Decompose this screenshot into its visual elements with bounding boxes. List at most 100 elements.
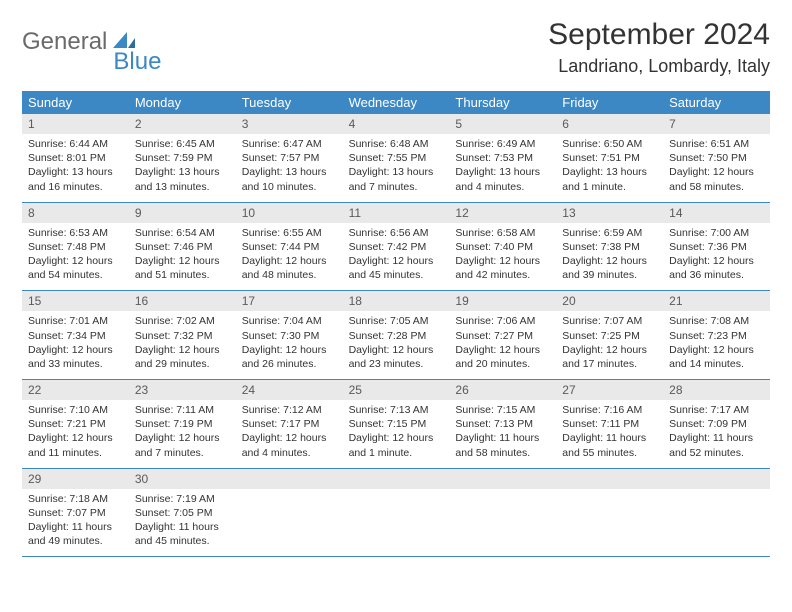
day-details: Sunrise: 7:11 AMSunset: 7:19 PMDaylight:… — [129, 400, 236, 468]
calendar-week: 8Sunrise: 6:53 AMSunset: 7:48 PMDaylight… — [22, 203, 770, 292]
daylight-text: and 20 minutes. — [455, 357, 550, 371]
daylight-text: and 36 minutes. — [669, 268, 764, 282]
day-number — [663, 469, 770, 489]
sunrise-text: Sunrise: 7:00 AM — [669, 226, 764, 240]
day-number: 25 — [343, 380, 450, 400]
calendar-cell: 9Sunrise: 6:54 AMSunset: 7:46 PMDaylight… — [129, 203, 236, 291]
daylight-text: Daylight: 13 hours — [455, 165, 550, 179]
calendar-cell: 8Sunrise: 6:53 AMSunset: 7:48 PMDaylight… — [22, 203, 129, 291]
calendar-cell: 21Sunrise: 7:08 AMSunset: 7:23 PMDayligh… — [663, 291, 770, 379]
calendar-cell: 24Sunrise: 7:12 AMSunset: 7:17 PMDayligh… — [236, 380, 343, 468]
day-details: Sunrise: 7:17 AMSunset: 7:09 PMDaylight:… — [663, 400, 770, 468]
sunset-text: Sunset: 8:01 PM — [28, 151, 123, 165]
day-number: 2 — [129, 114, 236, 134]
sunrise-text: Sunrise: 7:15 AM — [455, 403, 550, 417]
calendar-cell: 25Sunrise: 7:13 AMSunset: 7:15 PMDayligh… — [343, 380, 450, 468]
sunset-text: Sunset: 7:46 PM — [135, 240, 230, 254]
sunrise-text: Sunrise: 7:02 AM — [135, 314, 230, 328]
calendar-cell — [343, 469, 450, 557]
calendar-cell: 7Sunrise: 6:51 AMSunset: 7:50 PMDaylight… — [663, 114, 770, 202]
daylight-text: Daylight: 12 hours — [135, 343, 230, 357]
day-details: Sunrise: 6:48 AMSunset: 7:55 PMDaylight:… — [343, 134, 450, 202]
daylight-text: and 13 minutes. — [135, 180, 230, 194]
day-details: Sunrise: 7:07 AMSunset: 7:25 PMDaylight:… — [556, 311, 663, 379]
day-details: Sunrise: 6:54 AMSunset: 7:46 PMDaylight:… — [129, 223, 236, 291]
sunset-text: Sunset: 7:27 PM — [455, 329, 550, 343]
daylight-text: and 16 minutes. — [28, 180, 123, 194]
calendar-cell: 26Sunrise: 7:15 AMSunset: 7:13 PMDayligh… — [449, 380, 556, 468]
day-header: Monday — [129, 91, 236, 114]
daylight-text: and 7 minutes. — [349, 180, 444, 194]
sunset-text: Sunset: 7:05 PM — [135, 506, 230, 520]
daylight-text: and 54 minutes. — [28, 268, 123, 282]
daylight-text: and 4 minutes. — [455, 180, 550, 194]
calendar-cell: 22Sunrise: 7:10 AMSunset: 7:21 PMDayligh… — [22, 380, 129, 468]
daylight-text: and 58 minutes. — [669, 180, 764, 194]
header: General Blue September 2024 Landriano, L… — [22, 18, 770, 77]
day-number — [449, 469, 556, 489]
daylight-text: and 17 minutes. — [562, 357, 657, 371]
daylight-text: and 7 minutes. — [135, 446, 230, 460]
day-details: Sunrise: 7:16 AMSunset: 7:11 PMDaylight:… — [556, 400, 663, 468]
daylight-text: Daylight: 12 hours — [349, 343, 444, 357]
calendar-cell — [236, 469, 343, 557]
calendar-cell: 3Sunrise: 6:47 AMSunset: 7:57 PMDaylight… — [236, 114, 343, 202]
day-details: Sunrise: 7:12 AMSunset: 7:17 PMDaylight:… — [236, 400, 343, 468]
day-details: Sunrise: 7:15 AMSunset: 7:13 PMDaylight:… — [449, 400, 556, 468]
sunset-text: Sunset: 7:07 PM — [28, 506, 123, 520]
calendar-cell: 29Sunrise: 7:18 AMSunset: 7:07 PMDayligh… — [22, 469, 129, 557]
day-details: Sunrise: 7:18 AMSunset: 7:07 PMDaylight:… — [22, 489, 129, 557]
daylight-text: Daylight: 12 hours — [349, 254, 444, 268]
daylight-text: and 45 minutes. — [349, 268, 444, 282]
daylight-text: Daylight: 12 hours — [455, 343, 550, 357]
daylight-text: and 48 minutes. — [242, 268, 337, 282]
day-details: Sunrise: 6:45 AMSunset: 7:59 PMDaylight:… — [129, 134, 236, 202]
sunrise-text: Sunrise: 6:44 AM — [28, 137, 123, 151]
daylight-text: Daylight: 12 hours — [562, 254, 657, 268]
sunset-text: Sunset: 7:48 PM — [28, 240, 123, 254]
sunrise-text: Sunrise: 7:04 AM — [242, 314, 337, 328]
logo-text-general: General — [22, 28, 107, 56]
daylight-text: Daylight: 12 hours — [135, 254, 230, 268]
day-number: 28 — [663, 380, 770, 400]
day-details: Sunrise: 6:55 AMSunset: 7:44 PMDaylight:… — [236, 223, 343, 291]
day-details: Sunrise: 6:47 AMSunset: 7:57 PMDaylight:… — [236, 134, 343, 202]
day-number: 13 — [556, 203, 663, 223]
sunset-text: Sunset: 7:13 PM — [455, 417, 550, 431]
daylight-text: Daylight: 13 hours — [28, 165, 123, 179]
day-header: Sunday — [22, 91, 129, 114]
sunset-text: Sunset: 7:42 PM — [349, 240, 444, 254]
day-number: 8 — [22, 203, 129, 223]
day-number: 22 — [22, 380, 129, 400]
daylight-text: Daylight: 13 hours — [562, 165, 657, 179]
sunrise-text: Sunrise: 6:55 AM — [242, 226, 337, 240]
sunset-text: Sunset: 7:59 PM — [135, 151, 230, 165]
calendar-cell: 5Sunrise: 6:49 AMSunset: 7:53 PMDaylight… — [449, 114, 556, 202]
calendar-cell — [556, 469, 663, 557]
sunrise-text: Sunrise: 7:19 AM — [135, 492, 230, 506]
day-details: Sunrise: 6:49 AMSunset: 7:53 PMDaylight:… — [449, 134, 556, 202]
calendar-cell: 2Sunrise: 6:45 AMSunset: 7:59 PMDaylight… — [129, 114, 236, 202]
daylight-text: and 49 minutes. — [28, 534, 123, 548]
calendar-cell: 10Sunrise: 6:55 AMSunset: 7:44 PMDayligh… — [236, 203, 343, 291]
sunset-text: Sunset: 7:50 PM — [669, 151, 764, 165]
day-details: Sunrise: 7:10 AMSunset: 7:21 PMDaylight:… — [22, 400, 129, 468]
day-details: Sunrise: 6:44 AMSunset: 8:01 PMDaylight:… — [22, 134, 129, 202]
sunrise-text: Sunrise: 7:10 AM — [28, 403, 123, 417]
daylight-text: Daylight: 12 hours — [28, 343, 123, 357]
calendar-cell: 17Sunrise: 7:04 AMSunset: 7:30 PMDayligh… — [236, 291, 343, 379]
daylight-text: Daylight: 12 hours — [455, 254, 550, 268]
day-number: 16 — [129, 291, 236, 311]
sunset-text: Sunset: 7:36 PM — [669, 240, 764, 254]
daylight-text: and 11 minutes. — [28, 446, 123, 460]
day-number: 23 — [129, 380, 236, 400]
calendar-cell — [663, 469, 770, 557]
daylight-text: Daylight: 12 hours — [349, 431, 444, 445]
day-number: 24 — [236, 380, 343, 400]
day-details: Sunrise: 7:00 AMSunset: 7:36 PMDaylight:… — [663, 223, 770, 291]
sunrise-text: Sunrise: 7:17 AM — [669, 403, 764, 417]
calendar-cell: 23Sunrise: 7:11 AMSunset: 7:19 PMDayligh… — [129, 380, 236, 468]
daylight-text: Daylight: 12 hours — [562, 343, 657, 357]
sunrise-text: Sunrise: 6:48 AM — [349, 137, 444, 151]
sunset-text: Sunset: 7:25 PM — [562, 329, 657, 343]
